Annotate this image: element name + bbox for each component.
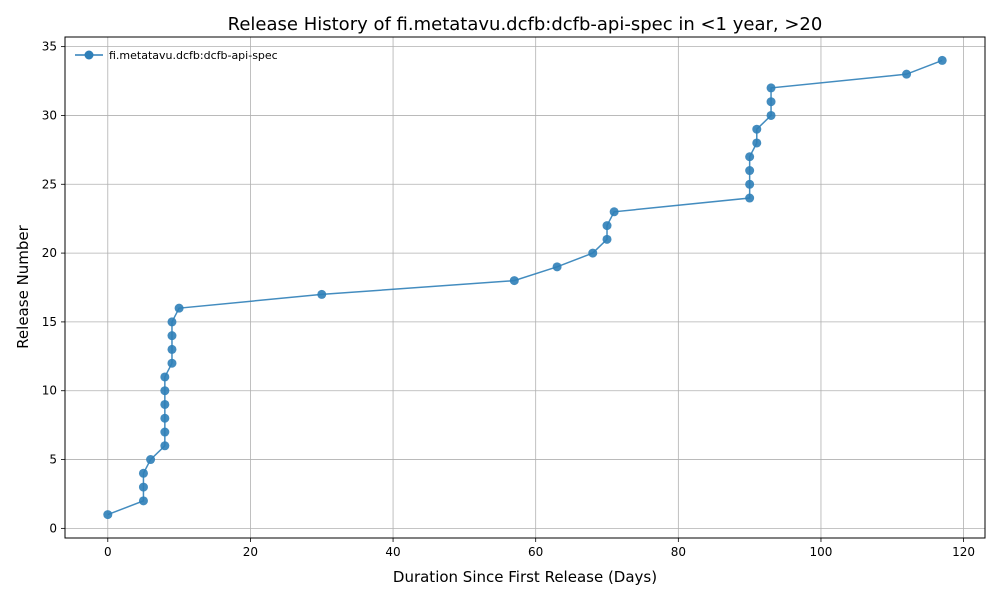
x-tick-label: 80 (671, 545, 686, 559)
x-tick-label: 0 (104, 545, 112, 559)
series-layer (103, 55, 947, 520)
data-point (160, 427, 170, 437)
data-point (602, 234, 612, 244)
data-point (766, 110, 776, 120)
data-point (766, 97, 776, 107)
axis-ticks: 0 20 40 60 80 100 120 0 5 10 15 20 25 30 35 (42, 40, 975, 559)
data-point (602, 221, 612, 231)
data-point (160, 386, 170, 396)
data-point (167, 358, 177, 368)
x-tick-label: 120 (952, 545, 975, 559)
data-point (609, 207, 619, 217)
x-axis-label: Duration Since First Release (Days) (393, 568, 657, 586)
legend: fi.metatavu.dcfb:dcfb-api-spec (75, 49, 278, 62)
data-point (745, 193, 755, 203)
data-point (937, 55, 947, 65)
data-point (745, 152, 755, 162)
data-point (138, 482, 148, 492)
y-tick-label: 20 (42, 246, 57, 260)
data-point (588, 248, 598, 258)
data-point (103, 510, 113, 520)
data-point (138, 468, 148, 478)
data-point (167, 344, 177, 354)
x-tick-label: 100 (810, 545, 833, 559)
series-line (107, 59, 943, 516)
data-point (167, 331, 177, 341)
grid (65, 37, 985, 538)
y-tick-label: 0 (49, 521, 57, 535)
data-point (160, 441, 170, 451)
y-tick-label: 15 (42, 315, 57, 329)
data-point (160, 372, 170, 382)
data-point (902, 69, 912, 79)
data-point (752, 138, 762, 148)
y-tick-label: 35 (42, 40, 57, 54)
data-point (745, 166, 755, 176)
y-tick-label: 10 (42, 384, 57, 398)
data-point (766, 83, 776, 93)
data-point (552, 262, 562, 272)
legend-marker-swatch (84, 50, 94, 60)
plot-frame (64, 36, 986, 539)
data-point (752, 124, 762, 134)
data-point (160, 399, 170, 409)
data-point (317, 289, 327, 299)
data-point (138, 496, 148, 506)
y-axis-label: Release Number (14, 224, 32, 348)
data-point (174, 303, 184, 313)
data-point (160, 413, 170, 423)
legend-label: fi.metatavu.dcfb:dcfb-api-spec (109, 49, 278, 62)
data-point (745, 179, 755, 189)
data-point (167, 317, 177, 327)
y-tick-label: 25 (42, 177, 57, 191)
x-tick-label: 60 (528, 545, 543, 559)
x-tick-label: 40 (385, 545, 400, 559)
x-tick-label: 20 (243, 545, 258, 559)
y-tick-label: 5 (49, 453, 57, 467)
y-tick-label: 30 (42, 108, 57, 122)
chart-title: Release History of fi.metatavu.dcfb:dcfb… (228, 14, 823, 35)
data-point (146, 455, 156, 465)
data-point (509, 276, 519, 286)
